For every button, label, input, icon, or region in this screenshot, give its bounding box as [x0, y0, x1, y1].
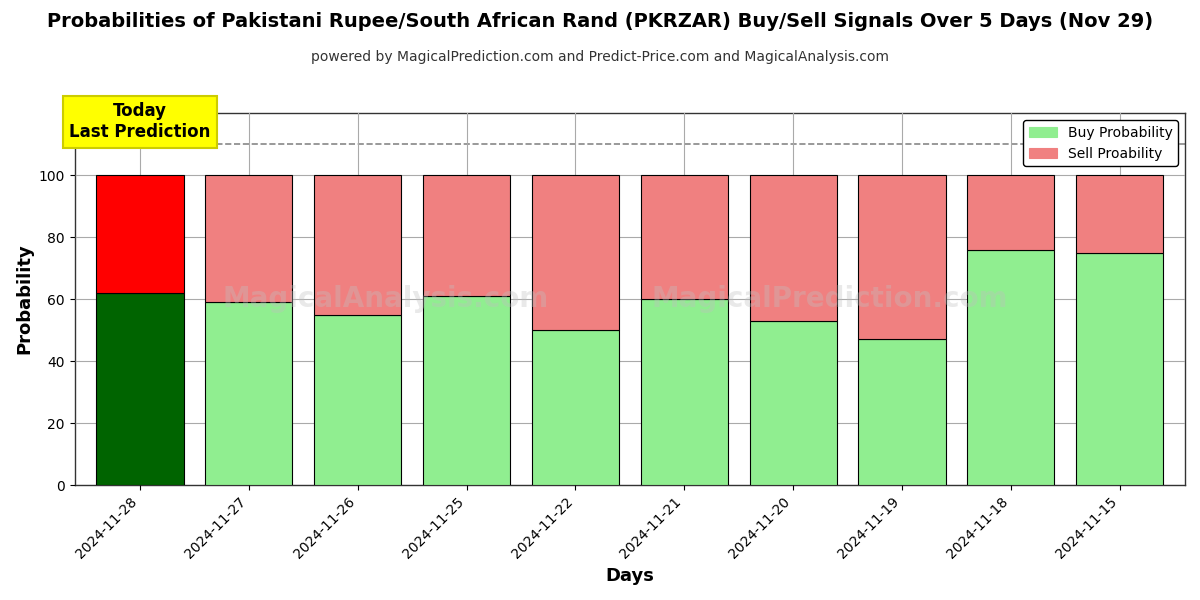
Legend: Buy Probability, Sell Proability: Buy Probability, Sell Proability — [1024, 120, 1178, 166]
Bar — [750, 321, 836, 485]
Bar — [314, 175, 401, 314]
Text: MagicalAnalysis.com: MagicalAnalysis.com — [222, 285, 548, 313]
Bar — [750, 175, 836, 321]
Bar — [967, 175, 1055, 250]
Bar — [96, 293, 184, 485]
Bar — [532, 175, 619, 330]
Bar — [967, 250, 1055, 485]
Text: MagicalPrediction.com: MagicalPrediction.com — [652, 285, 1008, 313]
Text: Today
Last Prediction: Today Last Prediction — [70, 102, 211, 141]
X-axis label: Days: Days — [605, 567, 654, 585]
Bar — [858, 340, 946, 485]
Bar — [422, 296, 510, 485]
Bar — [532, 330, 619, 485]
Bar — [1076, 253, 1163, 485]
Bar — [422, 175, 510, 296]
Bar — [96, 175, 184, 293]
Y-axis label: Probability: Probability — [16, 244, 34, 355]
Bar — [641, 299, 727, 485]
Bar — [205, 302, 293, 485]
Bar — [205, 175, 293, 302]
Bar — [641, 175, 727, 299]
Text: Probabilities of Pakistani Rupee/South African Rand (PKRZAR) Buy/Sell Signals Ov: Probabilities of Pakistani Rupee/South A… — [47, 12, 1153, 31]
Bar — [858, 175, 946, 340]
Text: powered by MagicalPrediction.com and Predict-Price.com and MagicalAnalysis.com: powered by MagicalPrediction.com and Pre… — [311, 50, 889, 64]
Bar — [314, 314, 401, 485]
Bar — [1076, 175, 1163, 253]
